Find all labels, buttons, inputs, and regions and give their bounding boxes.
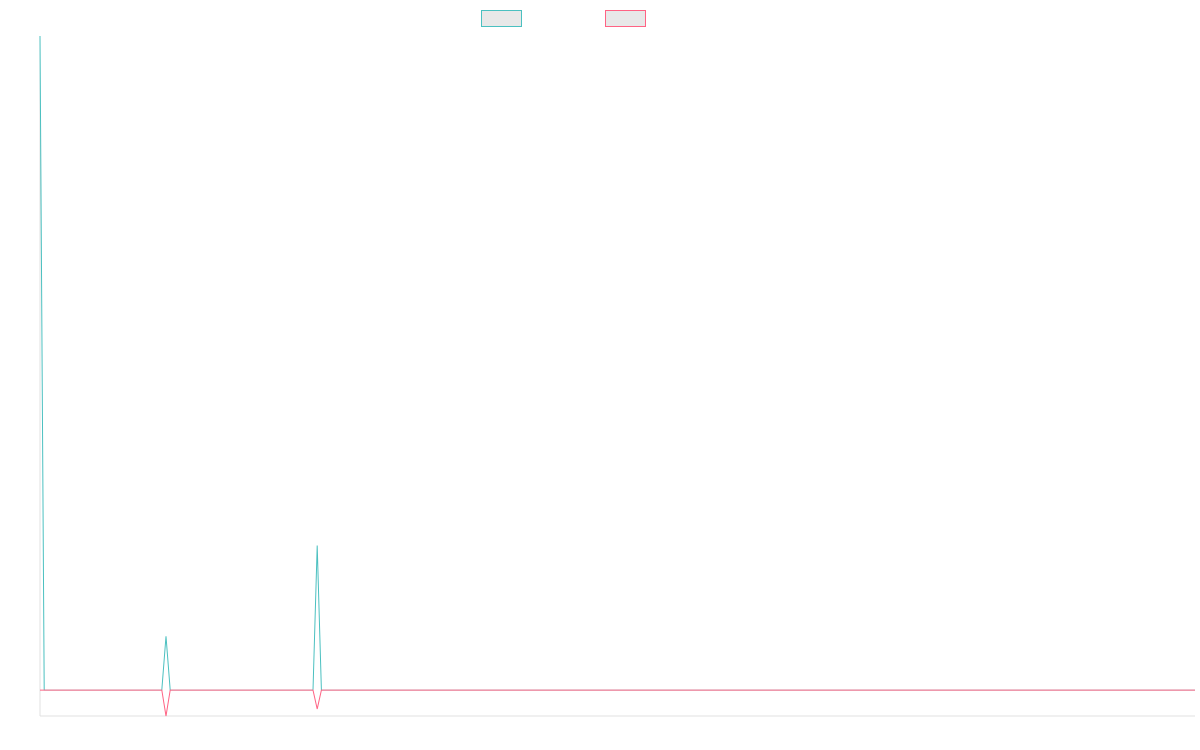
legend-swatch-2 — [605, 10, 646, 27]
series-line-2 — [40, 689, 1195, 717]
legend-swatch-1 — [481, 10, 522, 27]
series-line-1 — [39, 35, 1195, 691]
